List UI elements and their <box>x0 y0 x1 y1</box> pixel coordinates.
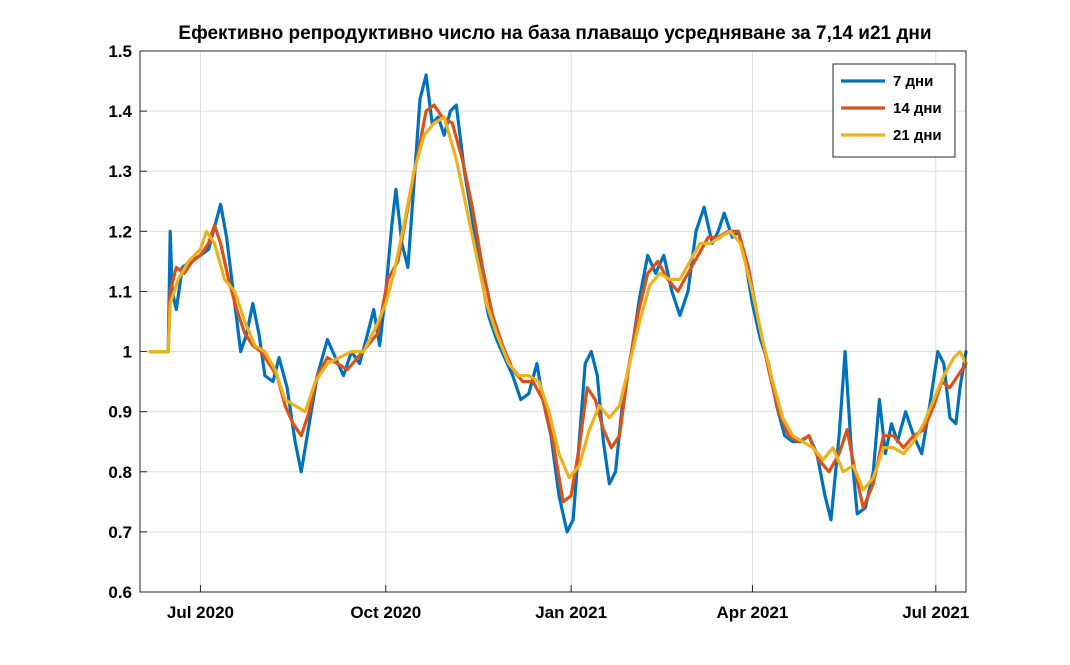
y-tick-label: 1.5 <box>108 42 132 61</box>
legend-label-1: 7 дни <box>893 73 933 90</box>
y-tick-label: 0.8 <box>108 463 132 482</box>
x-tick-label: Jan 2021 <box>535 603 607 622</box>
x-tick-label: Jul 2020 <box>167 603 234 622</box>
y-tick-label: 0.7 <box>108 523 132 542</box>
series-line-3 <box>148 115 968 492</box>
chart-title: Ефективно репродуктивно число на база пл… <box>178 23 931 44</box>
y-tick-label: 1.2 <box>108 222 132 241</box>
legend-label-2: 14 дни <box>893 100 942 117</box>
y-tick-label: 1.3 <box>108 162 132 181</box>
x-axis: Jul 2020 Oct 2020 Jan 2021 Apr 2021 Jul 2021 <box>167 585 969 622</box>
y-axis: 0.6 0.7 0.8 0.9 1 1.1 1.2 1.3 1.4 1.5 <box>108 42 147 602</box>
y-tick-label: 1.1 <box>108 282 132 301</box>
x-tick-label: Oct 2020 <box>350 603 421 622</box>
y-tick-label: 1.4 <box>108 102 132 121</box>
plot-border <box>139 50 967 593</box>
plot-area <box>140 51 966 592</box>
y-tick-label: 1 <box>123 343 132 362</box>
legend: 7 дни 14 дни 21 дни <box>832 63 956 158</box>
x-tick-label: Apr 2021 <box>717 603 789 622</box>
series-line-1 <box>148 73 968 534</box>
series-group <box>148 73 968 534</box>
legend-label-3: 21 дни <box>893 127 942 144</box>
y-tick-label: 0.6 <box>108 583 132 602</box>
series-line-2 <box>148 103 968 510</box>
y-tick-label: 0.9 <box>108 403 132 422</box>
x-tick-label: Jul 2021 <box>902 603 969 622</box>
